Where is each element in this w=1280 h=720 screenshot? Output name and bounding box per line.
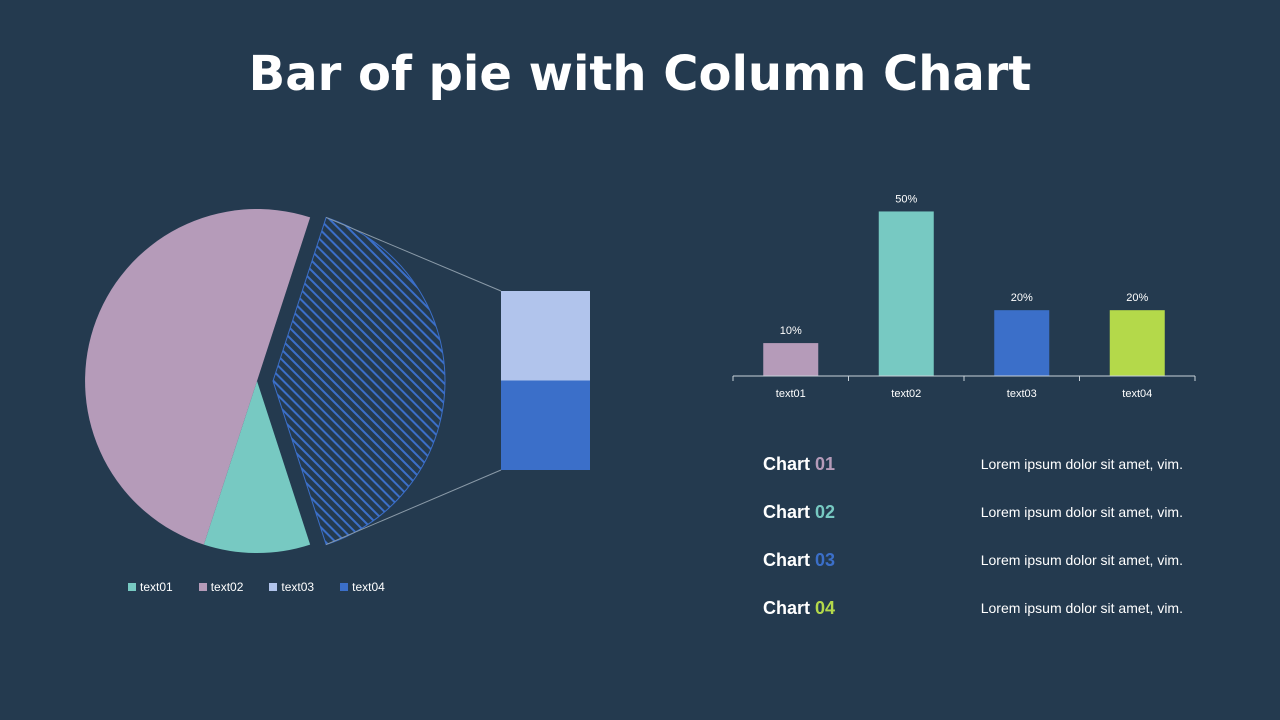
info-label: Chart 02 — [763, 502, 835, 523]
legend-label: text03 — [281, 580, 315, 594]
legend-swatch — [340, 583, 349, 591]
pie-legend: text01 text02 text03 text04 — [128, 580, 385, 594]
data-label-text03: 20% — [1011, 292, 1033, 304]
info-label: Chart 03 — [763, 550, 835, 571]
legend-label: text04 — [352, 580, 385, 594]
legend-swatch — [128, 583, 136, 591]
secondary-bar-text04 — [501, 380, 590, 470]
legend-item-text04: text04 — [340, 580, 385, 594]
connector-line-top — [325, 216, 502, 292]
bar-text04 — [1109, 310, 1165, 376]
info-label: Chart 01 — [763, 454, 835, 475]
pie-slice-text02 — [85, 209, 311, 545]
tick-label-text01: text01 — [776, 388, 806, 400]
legend-label: text01 — [140, 580, 173, 594]
legend-item-text01: text01 — [128, 580, 173, 594]
info-number: 01 — [815, 453, 836, 474]
secondary-bar-text03 — [501, 291, 590, 381]
info-description: Lorem ipsum dolor sit amet, vim. — [980, 552, 1183, 568]
data-label-text01: 10% — [780, 325, 802, 337]
data-label-text04: 20% — [1126, 292, 1148, 304]
info-description: Lorem ipsum dolor sit amet, vim. — [980, 600, 1183, 616]
legend-item-text02: text02 — [198, 580, 244, 594]
info-word: Chart — [763, 453, 811, 474]
info-number: 02 — [815, 501, 836, 522]
pie-slice-other — [272, 216, 446, 546]
bar-text03 — [994, 310, 1050, 376]
page-title: Bar of pie with Column Chart — [248, 46, 1032, 102]
bar-text02 — [878, 211, 934, 376]
info-description: Lorem ipsum dolor sit amet, vim. — [980, 456, 1183, 472]
pie-slice-text01 — [203, 381, 311, 554]
info-word: Chart — [763, 597, 811, 618]
legend-swatch — [269, 583, 278, 591]
info-row-01: Chart 01 Lorem ipsum dolor sit amet, vim. — [763, 440, 1183, 488]
tick-label-text04: text04 — [1122, 388, 1152, 400]
info-row-02: Chart 02 Lorem ipsum dolor sit amet, vim. — [763, 488, 1183, 536]
info-number: 03 — [815, 549, 836, 570]
info-description: Lorem ipsum dolor sit amet, vim. — [980, 504, 1183, 520]
legend-item-text03: text03 — [269, 580, 314, 594]
info-word: Chart — [763, 501, 811, 522]
connector-line-bottom — [325, 469, 502, 546]
info-label: Chart 04 — [763, 598, 835, 619]
data-label-text02: 50% — [895, 193, 917, 205]
chart-info-list: Chart 01 Lorem ipsum dolor sit amet, vim.… — [763, 440, 1183, 632]
info-row-04: Chart 04 Lorem ipsum dolor sit amet, vim. — [763, 584, 1183, 632]
bar-text01 — [763, 343, 819, 376]
tick-label-text03: text03 — [1007, 388, 1037, 400]
legend-swatch — [198, 583, 207, 591]
info-word: Chart — [763, 549, 811, 570]
legend-label: text02 — [210, 580, 244, 594]
tick-label-text02: text02 — [891, 388, 921, 400]
info-row-03: Chart 03 Lorem ipsum dolor sit amet, vim. — [763, 536, 1183, 584]
info-number: 04 — [815, 597, 836, 618]
